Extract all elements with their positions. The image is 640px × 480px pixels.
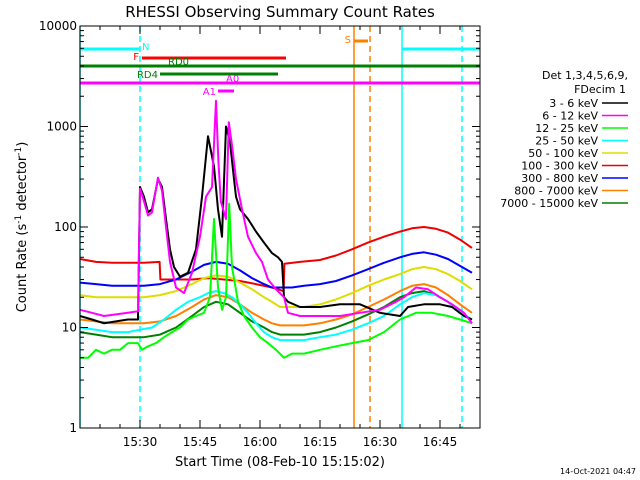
series-line-3: [79, 290, 473, 342]
generation-timestamp: 14-Oct-2021 04:47: [560, 467, 636, 476]
flag-label-rd0: RD0: [168, 57, 189, 68]
x-tick-label-1: 15:45: [183, 435, 218, 449]
legend-label-7: 800 - 7000 keV: [514, 185, 598, 198]
y-tick-label-3: 1000: [46, 120, 77, 134]
legend-label-4: 50 - 100 keV: [528, 147, 598, 160]
series-line-8: [79, 290, 473, 339]
x-axis-label: Start Time (08-Feb-10 15:15:02): [175, 455, 385, 470]
flag-label-f: F: [133, 52, 139, 63]
flag-label-a1: A1: [203, 87, 216, 98]
y-axis-label: Count Rate (s-1 detector-1): [14, 142, 30, 313]
x-tick-label-3: 16:15: [303, 435, 338, 449]
legend-label-6: 300 - 800 keV: [521, 172, 598, 185]
y-axis-label-superscript2: -1: [14, 147, 24, 156]
legend-label-2: 12 - 25 keV: [535, 122, 598, 135]
legend-header-0: Det 1,3,4,5,6,9,: [542, 69, 628, 82]
legend-label-0: 3 - 6 keV: [549, 97, 598, 110]
series-line-6: [79, 251, 473, 289]
y-tick-label-2: 100: [54, 220, 77, 234]
legend-label-8: 7000 - 15000 keV: [500, 197, 598, 210]
x-tick-label-4: 16:30: [363, 435, 398, 449]
series-line-2: [80, 202, 473, 359]
series-line-1: [79, 99, 473, 324]
x-tick-label-5: 16:45: [423, 435, 458, 449]
y-tick-label-4: 10000: [39, 19, 77, 33]
series-line-4: [79, 266, 473, 308]
axis-ticks: 15:30 15:45 16:00 16:15 16:30 16:45 1 10 100 1000…: [39, 19, 481, 449]
series-line-7: [79, 283, 473, 327]
legend-label-5: 100 - 300 keV: [521, 160, 598, 173]
x-tick-label-2: 16:00: [243, 435, 278, 449]
chart-title: RHESSI Observing Summary Count Rates: [125, 3, 435, 21]
flag-bars: N S F RD0 RD4 A0 A1: [80, 35, 480, 98]
flag-label-a0: A0: [226, 74, 239, 85]
y-axis-label-part2: detector: [15, 155, 30, 215]
flag-label-s: S: [345, 35, 351, 46]
y-axis-label-part3: ): [15, 142, 30, 147]
legend-header-1: FDecim 1: [574, 83, 626, 96]
y-axis-label-superscript1: -1: [14, 215, 24, 224]
y-tick-label-1: 10: [62, 321, 77, 335]
y-axis-label-part1: Count Rate (s: [15, 224, 30, 313]
legend-label-3: 25 - 50 keV: [535, 135, 598, 148]
flag-label-n: N: [142, 42, 149, 53]
flag-label-rd4: RD4: [137, 70, 158, 81]
legend-label-1: 6 - 12 keV: [542, 110, 598, 123]
series-lines: [79, 99, 473, 359]
y-tick-label-0: 1: [69, 421, 77, 435]
x-tick-label-0: 15:30: [123, 435, 158, 449]
